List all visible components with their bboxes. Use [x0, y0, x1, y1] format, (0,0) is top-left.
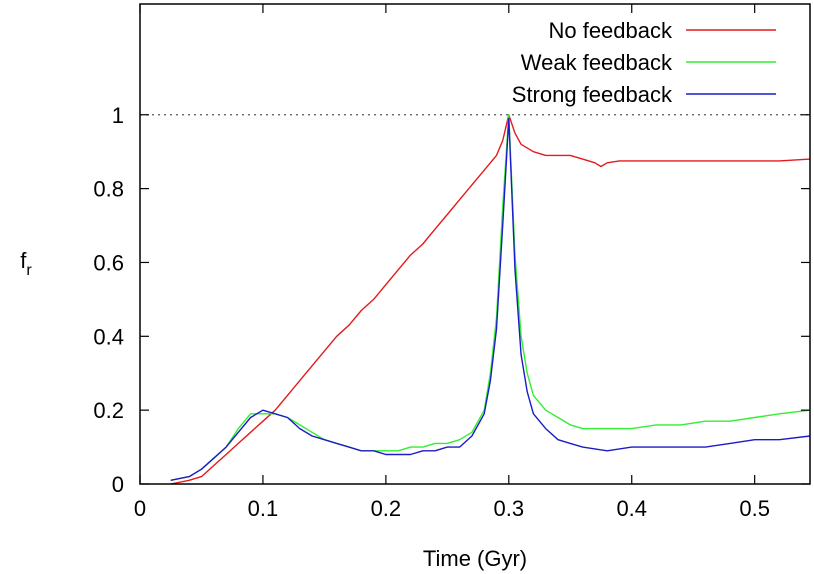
- y-tick-label: 0.4: [93, 324, 124, 349]
- y-tick-labels: 0 0.2 0.4 0.6 0.8 1: [93, 103, 124, 497]
- y-tick-label: 0: [112, 472, 124, 497]
- x-tick-label: 0.3: [494, 496, 525, 521]
- series-line-2: [170, 114, 811, 481]
- x-tick-label: 0.5: [739, 496, 770, 521]
- legend: No feedback Weak feedback Strong feedback: [512, 18, 776, 107]
- x-tick-label: 0.4: [616, 496, 647, 521]
- y-tick-label: 0.2: [93, 398, 124, 423]
- x-tick-label: 0.1: [248, 496, 279, 521]
- y-tick-label: 1: [112, 103, 124, 128]
- y-tick-label: 0.8: [93, 177, 124, 202]
- plot-frame: [139, 3, 811, 485]
- x-tick-labels: 0 0.1 0.2 0.3 0.4 0.5: [134, 496, 770, 521]
- series-line-3: [170, 117, 811, 481]
- plot-lines: [140, 114, 811, 485]
- legend-label: Weak feedback: [521, 50, 673, 75]
- x-tick-label: 0.2: [371, 496, 402, 521]
- y-tick-label: 0.6: [93, 250, 124, 275]
- y-axis-title-main: f: [20, 248, 27, 273]
- axis-ticks: [139, 4, 810, 485]
- legend-label: No feedback: [548, 18, 673, 43]
- x-tick-label: 0: [134, 496, 146, 521]
- y-axis-title-subscript: r: [26, 262, 32, 279]
- legend-label: Strong feedback: [512, 82, 673, 107]
- x-axis-title: Time (Gyr): [423, 546, 527, 571]
- series-line-1: [170, 114, 811, 485]
- y-axis-title: fr: [20, 248, 32, 279]
